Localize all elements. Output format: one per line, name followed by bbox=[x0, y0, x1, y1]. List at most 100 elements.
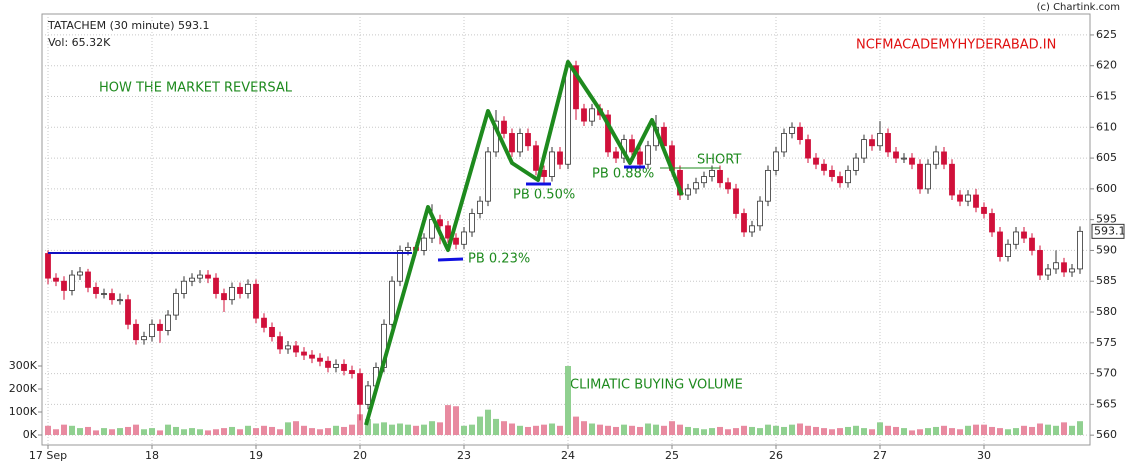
x-tick-label: 18 bbox=[145, 449, 159, 462]
volume-bar bbox=[845, 426, 851, 435]
candle-body bbox=[989, 213, 995, 233]
volume-bar bbox=[157, 430, 163, 435]
candle-body bbox=[781, 133, 787, 153]
volume-bar bbox=[973, 424, 979, 435]
y-tick-label: 605 bbox=[1096, 151, 1117, 164]
candle-body bbox=[205, 274, 211, 279]
volume-bar bbox=[1045, 424, 1051, 435]
volume-bar bbox=[421, 424, 427, 435]
candle-body bbox=[693, 182, 699, 190]
candle-body bbox=[285, 345, 291, 350]
volume-bar bbox=[133, 424, 139, 435]
candle-body bbox=[517, 133, 523, 153]
volume-bar bbox=[837, 428, 843, 435]
candle-body bbox=[61, 280, 67, 291]
candle-body bbox=[645, 145, 651, 165]
candle-body bbox=[533, 145, 539, 171]
volume-bar bbox=[389, 424, 395, 435]
candle-body bbox=[821, 163, 827, 171]
candle-body bbox=[1005, 243, 1011, 257]
volume-bar bbox=[981, 424, 987, 435]
pb-note: PB 0.50% bbox=[513, 188, 575, 203]
candle-body bbox=[469, 213, 475, 233]
candle-body bbox=[829, 169, 835, 177]
volume-bar bbox=[709, 428, 715, 435]
volume-bar bbox=[309, 428, 315, 435]
candle-body bbox=[941, 151, 947, 165]
candle-body bbox=[133, 323, 139, 341]
volume-bar bbox=[85, 426, 91, 435]
volume-bar bbox=[357, 414, 363, 435]
candle-body bbox=[629, 139, 635, 153]
volume-bar bbox=[285, 422, 291, 435]
volume-bar bbox=[53, 429, 59, 435]
candle-body bbox=[605, 114, 611, 153]
candle-body bbox=[213, 277, 219, 294]
volume-bar bbox=[1013, 428, 1019, 435]
candle-body bbox=[325, 360, 331, 368]
volume-bar bbox=[613, 426, 619, 435]
candle-body bbox=[477, 200, 483, 214]
x-tick-label: 23 bbox=[457, 449, 471, 462]
candle-body bbox=[397, 250, 403, 282]
volume-bar bbox=[485, 409, 491, 435]
candle-body bbox=[813, 157, 819, 165]
candle-body bbox=[1053, 262, 1059, 270]
candle-body bbox=[757, 200, 763, 227]
volume-bar bbox=[301, 425, 307, 435]
candle-body bbox=[141, 336, 147, 341]
candle-body bbox=[893, 151, 899, 159]
candle-body bbox=[869, 139, 875, 147]
volume-bar bbox=[637, 426, 643, 435]
x-tick-label: 26 bbox=[769, 449, 783, 462]
volume-bar bbox=[717, 426, 723, 435]
candle-body bbox=[797, 126, 803, 141]
volume-bar bbox=[317, 429, 323, 435]
volume-bar bbox=[829, 429, 835, 435]
volume-bar bbox=[293, 421, 299, 435]
volume-bar bbox=[581, 421, 587, 435]
credit: (c) Chartink.com bbox=[1037, 2, 1120, 13]
volume-bar bbox=[349, 424, 355, 435]
volume-bar bbox=[269, 426, 275, 435]
y-tick-label: 610 bbox=[1096, 120, 1117, 133]
y-tick-label: 560 bbox=[1096, 428, 1117, 441]
last-price-box bbox=[1091, 223, 1125, 239]
volume-bar bbox=[125, 426, 131, 435]
volume-bar bbox=[277, 429, 283, 435]
candle-body bbox=[301, 351, 307, 356]
volume-bar bbox=[365, 418, 371, 435]
volume-bar bbox=[661, 425, 667, 435]
volume-bar bbox=[77, 428, 83, 435]
candle-body bbox=[101, 293, 107, 295]
volume-bar bbox=[237, 429, 243, 435]
candle-body bbox=[117, 299, 123, 302]
x-tick-label: 24 bbox=[561, 449, 575, 462]
candle-body bbox=[741, 213, 747, 233]
candle-body bbox=[909, 157, 915, 165]
candle-body bbox=[925, 163, 931, 190]
candle-body bbox=[997, 231, 1003, 257]
candle-body bbox=[773, 151, 779, 171]
candle-body bbox=[253, 283, 259, 319]
volume-bar bbox=[701, 429, 707, 435]
candle-body bbox=[341, 363, 347, 371]
y-tick-label: 580 bbox=[1096, 305, 1117, 318]
candle-body bbox=[1077, 230, 1083, 270]
volume-bar bbox=[405, 424, 411, 435]
y-tick-label: 570 bbox=[1096, 367, 1117, 380]
volume-bar bbox=[869, 429, 875, 435]
volume-bar bbox=[501, 421, 507, 435]
volume-bar bbox=[741, 425, 747, 435]
short-note: SHORT bbox=[697, 153, 741, 168]
y-tick-label: 595 bbox=[1096, 213, 1117, 226]
candle-body bbox=[1029, 237, 1035, 251]
volume-bar bbox=[117, 428, 123, 435]
last-price-label: 593.1 bbox=[1094, 224, 1126, 237]
volume-bar bbox=[573, 416, 579, 435]
candle-body bbox=[1013, 231, 1019, 245]
y-tick-label: 620 bbox=[1096, 59, 1117, 72]
volume-bar bbox=[941, 425, 947, 435]
volume-bar bbox=[429, 421, 435, 435]
volume-bar bbox=[381, 422, 387, 435]
